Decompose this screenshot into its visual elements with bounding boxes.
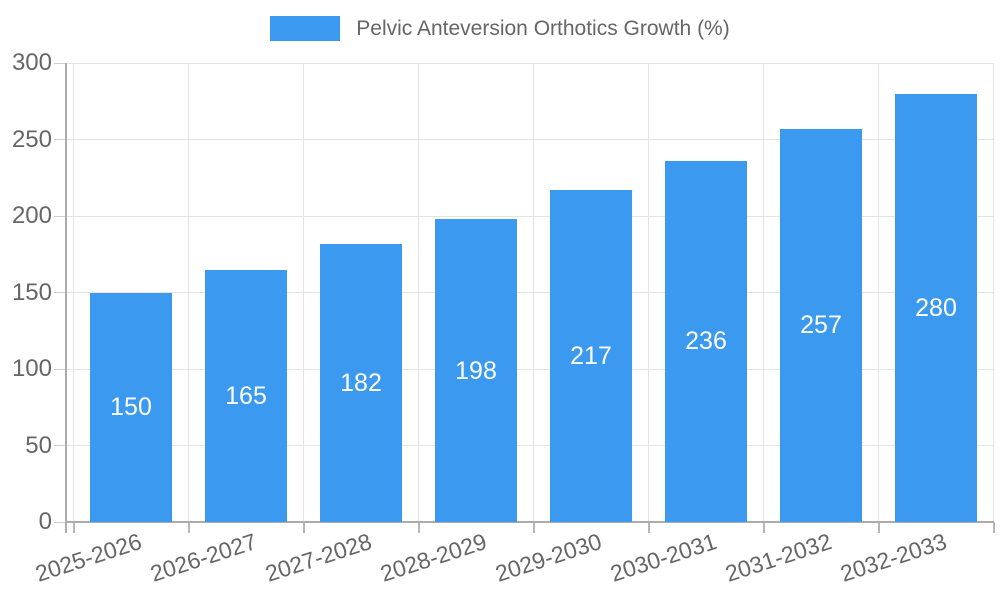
x-tick-label: 2025-2026 <box>32 528 145 587</box>
y-tick-label: 300 <box>11 49 52 76</box>
y-tick-label: 150 <box>11 278 52 306</box>
y-tick-label: 100 <box>11 355 52 382</box>
gridline-horizontal <box>66 139 994 140</box>
bar-value-label: 150 <box>110 393 152 422</box>
x-tick-label: 2028-2029 <box>377 528 490 587</box>
gridline-vertical <box>648 63 649 522</box>
bar-value-label: 236 <box>685 327 727 356</box>
y-tick-label: 250 <box>11 125 52 153</box>
y-tick <box>54 521 66 523</box>
gridline-horizontal <box>66 368 994 370</box>
bar-value-label: 257 <box>800 311 842 340</box>
bar-value-label: 280 <box>915 293 957 322</box>
y-tick <box>54 215 66 217</box>
x-tick <box>992 522 995 533</box>
x-tick <box>417 522 420 533</box>
bar: 257 <box>780 128 862 522</box>
gridline-vertical <box>418 63 419 522</box>
x-tick <box>762 522 765 533</box>
bar-value-label: 217 <box>570 341 612 370</box>
gridline-vertical <box>73 63 74 522</box>
gridline-vertical <box>533 63 534 522</box>
x-tick-label: 2031-2032 <box>722 528 835 587</box>
legend-item[interactable]: Pelvic Anteversion Orthotics Growth (%) <box>270 16 730 41</box>
x-tick <box>187 522 190 533</box>
x-axis-line <box>65 521 994 523</box>
bar: 217 <box>550 189 632 522</box>
bar-value-label: 165 <box>225 381 267 410</box>
x-tick <box>532 522 535 533</box>
x-tick-label: 2029-2030 <box>492 528 605 587</box>
gridline-horizontal <box>66 445 994 446</box>
gridline-vertical <box>993 63 994 522</box>
bar: 280 <box>895 93 977 522</box>
y-tick <box>54 292 66 293</box>
y-tick <box>54 445 66 446</box>
bar: 150 <box>90 292 172 522</box>
x-tick-label: 2026-2027 <box>147 528 260 587</box>
legend: Pelvic Anteversion Orthotics Growth (%) <box>0 16 1000 41</box>
y-tick <box>54 62 66 64</box>
bar-value-label: 198 <box>455 356 497 385</box>
x-tick <box>72 522 75 533</box>
legend-label: Pelvic Anteversion Orthotics Growth (%) <box>356 16 730 40</box>
x-tick <box>647 522 650 533</box>
gridline-horizontal <box>66 215 994 217</box>
y-tick-label: 0 <box>38 508 52 535</box>
gridline-vertical <box>188 63 189 522</box>
bar: 236 <box>665 160 747 522</box>
x-tick-label: 2032-2033 <box>837 528 950 587</box>
x-tick-label: 2027-2028 <box>262 528 375 587</box>
gridline-vertical <box>878 63 879 522</box>
gridline-horizontal <box>66 292 994 293</box>
x-tick <box>877 522 880 533</box>
gridline-vertical <box>303 63 304 522</box>
y-tick-label: 200 <box>11 202 52 229</box>
bar-value-label: 182 <box>340 368 382 397</box>
x-tick-label: 2030-2031 <box>607 528 720 587</box>
gridline-vertical <box>763 63 764 522</box>
y-axis-line <box>65 63 67 533</box>
legend-swatch-icon <box>270 16 341 41</box>
y-tick-label: 50 <box>25 431 52 459</box>
bar: 182 <box>320 243 402 522</box>
bar: 198 <box>435 219 517 522</box>
x-tick <box>302 522 305 533</box>
y-tick <box>54 139 66 140</box>
gridline-horizontal <box>66 62 994 64</box>
bar: 165 <box>205 269 287 522</box>
y-tick <box>54 368 66 370</box>
